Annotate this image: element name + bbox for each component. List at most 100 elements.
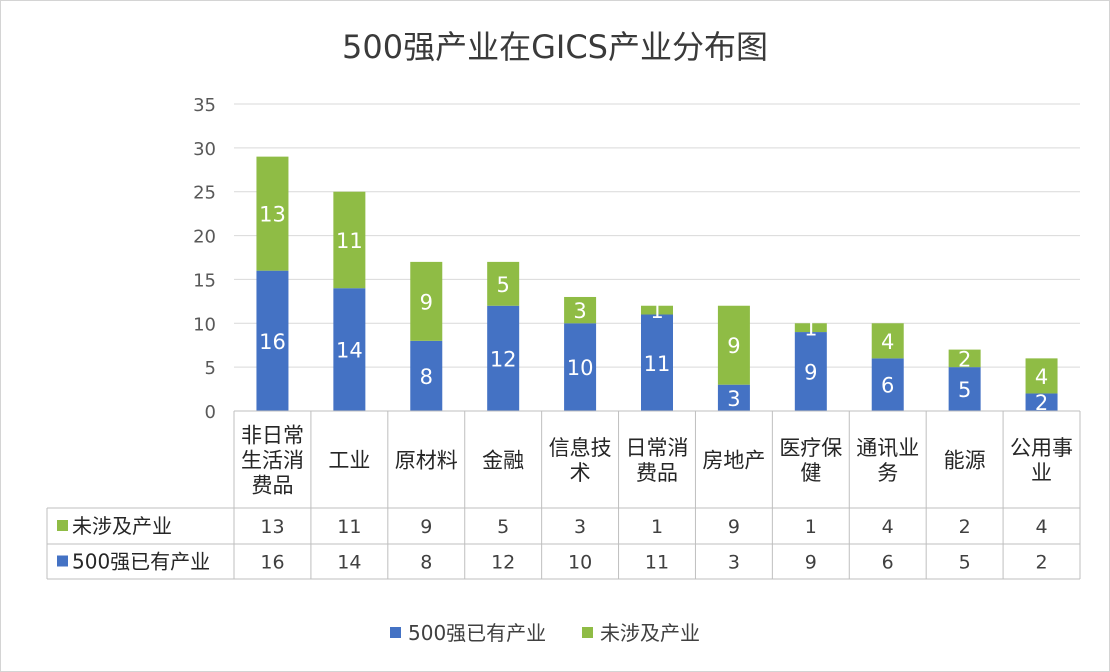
table-cell: 4 [882,516,894,538]
data-label: 12 [490,347,517,371]
category-label: 原材料 [395,449,458,473]
bar-segment-uncovered [333,191,366,289]
bar-segment-existing [256,270,289,411]
table-cell: 14 [337,552,361,574]
data-label: 14 [336,339,363,363]
data-label: 1 [650,299,663,323]
data-label: 3 [727,387,740,411]
table-cell: 3 [728,552,740,574]
legend: 500强已有产业 未涉及产业 [390,621,700,645]
bar-segment-existing [717,384,750,411]
legend-entry: 未涉及产业 [600,621,700,645]
category-label: 生活消 [241,449,304,473]
table-cell: 1 [651,516,663,538]
bar-segment-uncovered [641,305,673,315]
data-label: 4 [1035,365,1048,389]
table-series-name: 500强已有产业 [72,550,210,574]
data-label: 2 [1035,391,1048,415]
data-label: 3 [573,299,586,323]
table-cell: 3 [574,516,586,538]
legend-key [390,627,401,638]
category-label: 费品 [636,461,678,485]
category-label: 健 [800,461,821,485]
bar-segment-existing [333,288,366,411]
bar-segment-uncovered [871,323,904,359]
y-tick-label: 25 [193,183,216,204]
table-legend-key [57,555,68,567]
data-label: 16 [259,330,286,354]
bar-segment-uncovered [1025,358,1058,394]
bar-segment-uncovered [410,261,443,341]
table-cell: 11 [645,552,669,574]
data-label: 10 [567,356,594,380]
data-label: 11 [644,352,671,376]
table-cell: 2 [959,516,971,538]
table-cell: 10 [568,552,592,574]
bar-segment-existing [1025,393,1058,411]
table-cell: 9 [420,516,432,538]
bar-segment-uncovered [564,296,597,324]
data-label: 9 [420,290,433,314]
gridlines [234,103,1080,368]
table-cell: 9 [728,516,740,538]
table-cell: 2 [1035,552,1047,574]
data-label: 6 [881,374,894,398]
table-series-name: 未涉及产业 [72,514,172,538]
category-label: 房地产 [702,449,765,473]
chart-title: 500强产业在GICS产业分布图 [342,28,768,66]
category-label: 能源 [944,449,986,473]
table-legend-key [57,520,68,531]
table-cell: 5 [959,552,971,574]
legend-entry: 500强已有产业 [408,621,546,645]
data-label: 1 [804,317,817,341]
y-tick-label: 10 [193,314,216,335]
y-tick-label: 20 [193,227,216,248]
data-label: 8 [420,365,433,389]
table-cell: 16 [260,552,284,574]
category-label: 通讯业 [856,436,919,460]
y-tick-label: 35 [193,95,216,116]
data-label: 9 [727,334,740,358]
category-label: 信息技 [549,436,612,460]
data-label: 5 [958,378,971,402]
legend-key [582,627,593,638]
bar-segment-existing [564,323,597,411]
data-label: 11 [336,229,363,253]
category-label: 工业 [328,449,370,473]
table-cell: 11 [337,516,361,538]
table-cell: 13 [260,516,284,538]
category-label: 医疗保 [779,436,842,460]
category-label: 金融 [482,449,524,473]
bar-segment-uncovered [948,349,981,368]
category-label: 业 [1031,461,1052,485]
table-cell: 1 [805,516,817,538]
bar-segment-uncovered [487,261,520,306]
y-axis: 0 5 10 15 20 25 30 35 [193,95,216,423]
bar-segment-existing [641,314,673,411]
table-cell: 12 [491,552,515,574]
table-cell: 5 [497,516,509,538]
table-cell: 8 [420,552,432,574]
data-label: 13 [259,203,286,227]
data-label: 2 [958,347,971,371]
category-label: 非日常 [241,424,304,448]
data-label: 4 [881,330,894,354]
y-tick-label: 30 [193,139,216,160]
bar-segment-uncovered [794,323,827,333]
bar-segment-existing [794,332,827,411]
y-tick-label: 5 [205,358,216,379]
table-cell: 4 [1035,516,1047,538]
bar-segment-uncovered [717,305,750,385]
bar-segment-existing [410,340,443,411]
category-label: 术 [570,461,591,485]
category-label: 务 [877,461,898,485]
category-label: 公用事 [1010,436,1073,460]
category-label: 日常消 [626,436,689,460]
bar-segment-existing [487,305,520,411]
data-label: 5 [496,273,509,297]
bar-segment-existing [948,367,981,411]
table-cell: 6 [882,552,894,574]
table-cell: 9 [805,552,817,574]
